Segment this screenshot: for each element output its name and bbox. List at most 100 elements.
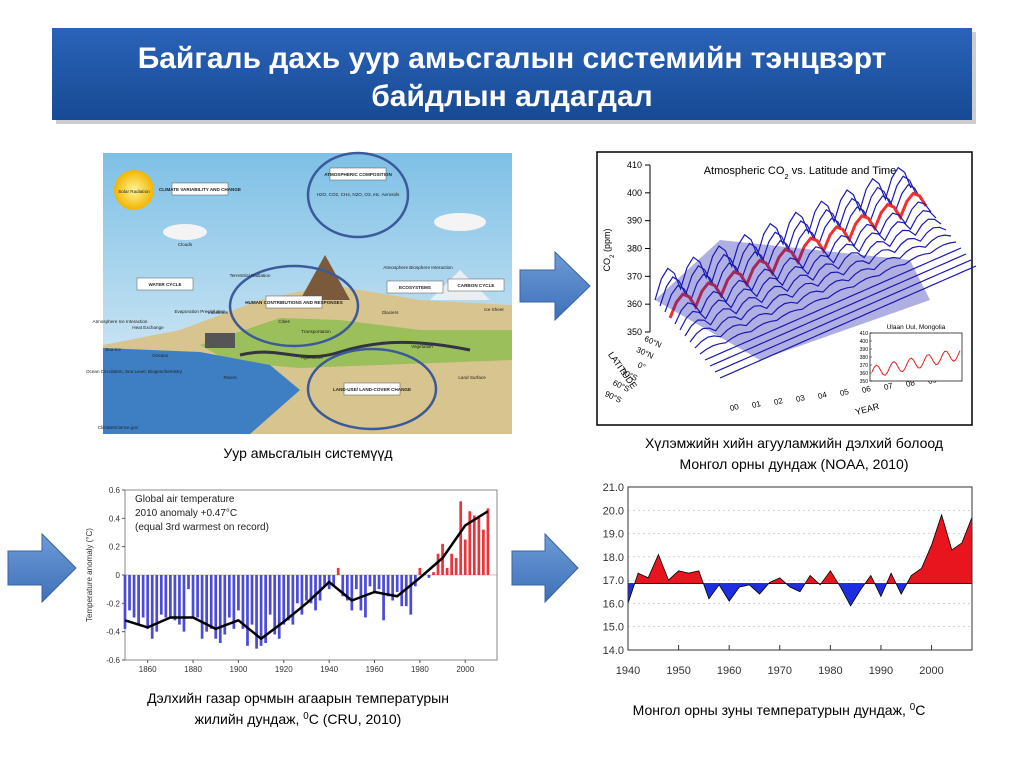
bar: [341, 575, 345, 597]
year-tick-label: 02: [773, 396, 784, 407]
bar: [377, 575, 381, 590]
inset-title: Ulaan Uul, Mongolia: [887, 324, 946, 331]
caption-part: Монгол орны зуны температурын дундаж,: [633, 702, 910, 718]
bar: [209, 575, 213, 629]
bar: [137, 575, 140, 625]
bar: [382, 575, 385, 621]
z-label-part: CO: [602, 258, 612, 272]
diagram-label: Cities: [278, 319, 290, 324]
diagram-label: Heat Exchange: [132, 325, 164, 330]
caption-part: C (CRU, 2010): [309, 711, 402, 727]
z-tick-label: 370: [627, 271, 642, 281]
highlight-circle: [228, 264, 360, 348]
surface-line: [689, 226, 947, 343]
bar: [454, 558, 458, 575]
surface-line: [654, 166, 912, 301]
annotation: (equal 3rd warmest on record): [135, 522, 269, 533]
bar: [227, 575, 231, 618]
plot-area: [628, 487, 972, 650]
bar: [128, 575, 131, 611]
label-box: [343, 382, 401, 396]
sun: [114, 170, 154, 210]
surface-line: [694, 234, 952, 349]
caption-part: 0: [303, 711, 309, 722]
bar: [391, 575, 395, 601]
label-box: [447, 278, 505, 292]
surface-line: [679, 209, 937, 331]
co2-chart: Atmospheric CO2 vs. Latitude and Time350…: [602, 160, 977, 417]
z-tick-label: 400: [627, 188, 642, 198]
bar: [314, 575, 317, 611]
diagram-label: H2O, CO2, CH4, N2O, O3, etc. Aerosols: [317, 192, 400, 197]
surface-line: [674, 201, 932, 325]
cloud: [434, 213, 486, 231]
bar: [404, 575, 408, 607]
title: байдлын алдагдал: [371, 80, 652, 113]
bar: [173, 575, 177, 621]
bar: [486, 508, 490, 575]
bar: [164, 575, 168, 618]
diagram-label: CARBON CYCLE: [457, 283, 494, 288]
title-banner: [52, 28, 972, 120]
diagram-label: WATER CYCLE: [148, 282, 181, 287]
z-label: CO2 (ppm): [602, 228, 616, 271]
year-tick-label: 08: [905, 378, 916, 389]
z-tick-label: 360: [627, 299, 642, 309]
surface-line: [699, 241, 957, 355]
bar: [259, 575, 263, 646]
diagram-label: Vegetation: [411, 344, 433, 349]
bar: [205, 575, 209, 632]
bar: [436, 553, 440, 575]
diagram-label: Agriculture: [301, 355, 323, 360]
y-tick-label: -0.2: [106, 599, 120, 608]
surface-line: [704, 247, 962, 361]
inset-tick-label: 390: [860, 347, 869, 353]
bar: [400, 575, 404, 607]
diagram-label: Sea-Ice: [105, 347, 121, 352]
bar: [264, 575, 267, 643]
inset-frame: [869, 332, 963, 382]
bar: [409, 575, 413, 615]
caption: Монгол орны дундаж (NOAA, 2010): [680, 456, 909, 472]
diagram-label: Rivers: [223, 375, 237, 380]
bar: [291, 575, 295, 625]
z-tick-label: 380: [627, 244, 642, 254]
bar: [123, 575, 127, 629]
y-tick-label: 0.2: [109, 543, 121, 552]
label-box: [136, 277, 194, 291]
bar: [191, 575, 195, 618]
surface-line: [684, 218, 942, 337]
year-tick-label: 03: [795, 393, 806, 404]
bar: [132, 575, 136, 618]
surface-line: [709, 253, 967, 367]
bar: [463, 539, 467, 575]
bar: [250, 575, 254, 625]
global-temperature-chart: -0.6 -0.4 -0.2 0 0.2 0.4 0.6 1860 1880 1900 1920 19…: [85, 486, 498, 727]
x-tick-label: 1920: [275, 665, 293, 674]
x-tick-label: 1980: [818, 665, 842, 677]
bar: [282, 575, 286, 625]
inset-tick-label: 410: [860, 331, 869, 337]
x-tick-label: 1980: [411, 665, 429, 674]
y-axis-label: Temperature anomaly (°C): [85, 528, 94, 622]
highlight-circle: [306, 151, 410, 239]
inset-tick-label: 350: [860, 379, 869, 385]
y-tick-label: 0.4: [109, 514, 121, 523]
latitude-tick-label: 0°: [636, 360, 647, 371]
bar: [169, 575, 172, 618]
y-tick-label: 15.0: [603, 622, 624, 634]
bar: [300, 575, 304, 615]
x-tick-label: 1900: [230, 665, 248, 674]
x-tick-label: 1960: [366, 665, 384, 674]
y-tick-label: 0: [116, 571, 121, 580]
z-label-part: 2: [609, 254, 616, 258]
z-tick-label: 350: [627, 327, 642, 337]
year-tick-label: 06: [861, 384, 872, 395]
x-tick-label: 1940: [616, 665, 640, 677]
inset-tick-label: 370: [860, 363, 869, 369]
diagram-label: Ocean Circulation, Sea Level, Biogeochem…: [86, 369, 183, 374]
year-tick-label: 04: [817, 390, 828, 401]
plot-frame: [627, 486, 973, 651]
bar: [200, 575, 204, 639]
